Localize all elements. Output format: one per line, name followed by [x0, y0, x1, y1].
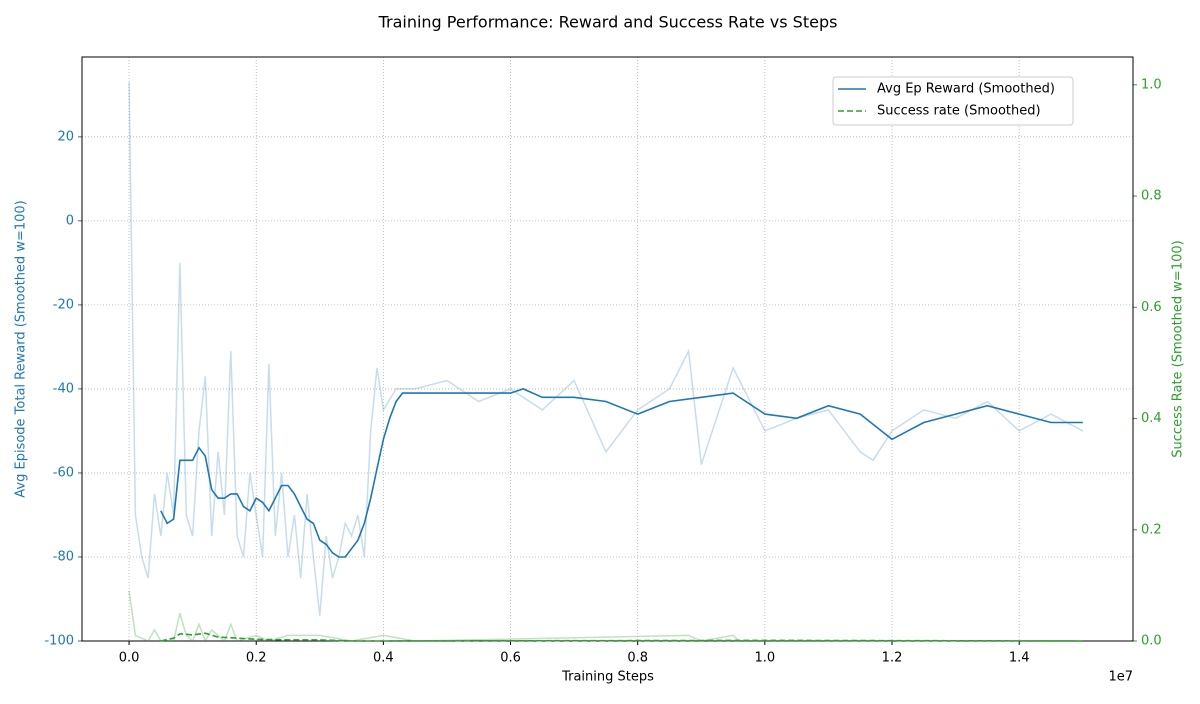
y2-tick-label: 0.4 — [1141, 411, 1162, 426]
series-line — [160, 388, 1083, 558]
y-tick-label: -80 — [53, 549, 74, 564]
series-line — [160, 632, 1083, 642]
legend-label: Success rate (Smoothed) — [877, 104, 1041, 119]
series-line — [128, 82, 1084, 616]
x-axis-label: Training Steps — [561, 670, 654, 685]
y-axis-label: Avg Episode Total Reward (Smoothed w=100… — [14, 200, 29, 497]
y2-axis-label: Success Rate (Smoothed w=100) — [1171, 240, 1186, 457]
y-tick-label: -20 — [53, 297, 74, 312]
chart-title: Training Performance: Reward and Success… — [378, 13, 838, 32]
y2-tick-label: 0.6 — [1141, 300, 1162, 315]
x-tick-label: 1.2 — [882, 651, 903, 666]
x-tick-label: 0.4 — [373, 651, 394, 666]
y-tick-label: 0 — [66, 213, 74, 228]
y-tick-label: -100 — [44, 634, 74, 649]
y-tick-label: -40 — [53, 381, 74, 396]
series-line — [128, 590, 1083, 643]
x-tick-label: 0.0 — [119, 651, 140, 666]
x-tick-label: 0.2 — [246, 651, 267, 666]
x-offset-label: 1e7 — [1108, 670, 1133, 685]
y-tick-label: -60 — [53, 465, 74, 480]
x-tick-label: 1.4 — [1009, 651, 1030, 666]
y-tick-label: 20 — [57, 129, 74, 144]
y2-tick-label: 0.8 — [1141, 189, 1162, 204]
x-tick-label: 0.8 — [627, 651, 648, 666]
legend-label: Avg Ep Reward (Smoothed) — [877, 82, 1055, 97]
y2-tick-label: 0.0 — [1141, 634, 1162, 649]
legend-box — [832, 76, 1074, 126]
x-tick-label: 0.6 — [500, 651, 521, 666]
y2-tick-label: 1.0 — [1141, 77, 1162, 92]
x-tick-label: 1.0 — [755, 651, 776, 666]
y2-tick-label: 0.2 — [1141, 522, 1162, 537]
plot-frame — [81, 56, 1134, 642]
